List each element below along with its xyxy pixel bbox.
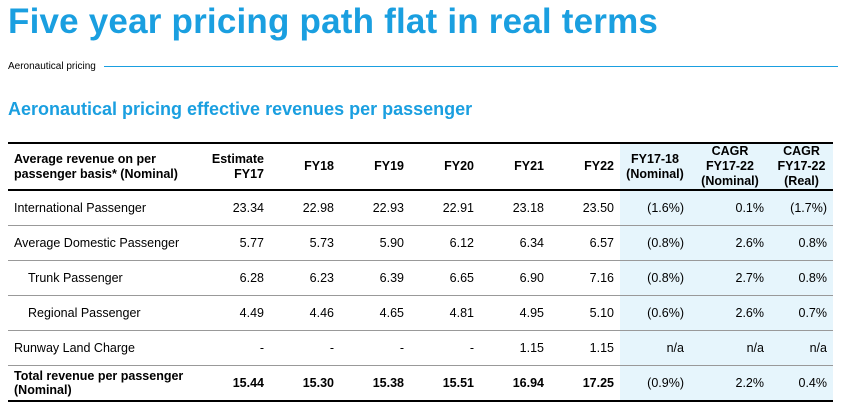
cell-fy17-18: (0.8%): [620, 260, 690, 296]
cell-fy20: 6.65: [410, 260, 480, 296]
cell-fy19: 4.65: [340, 295, 410, 331]
pricing-table: Average revenue on per passenger basis* …: [8, 142, 833, 402]
column-header-metric: Average revenue on per passenger basis* …: [8, 142, 198, 191]
cell-cagr-nominal: n/a: [690, 330, 770, 366]
cell-fy17: 6.28: [198, 260, 270, 296]
table-row-trunk: Trunk Passenger 6.28 6.23 6.39 6.65 6.90…: [8, 260, 833, 296]
table-row-regional: Regional Passenger 4.49 4.46 4.65 4.81 4…: [8, 295, 833, 331]
table-row-international: International Passenger 23.34 22.98 22.9…: [8, 190, 833, 226]
cell-cagr-real: 0.7%: [770, 295, 833, 331]
cell-fy20: 4.81: [410, 295, 480, 331]
cell-fy17: -: [198, 330, 270, 366]
cell-fy21: 23.18: [480, 190, 550, 226]
cell-fy17-18: (1.6%): [620, 190, 690, 226]
page-subtitle: Aeronautical pricing: [8, 60, 96, 72]
cell-cagr-nominal: 2.2%: [690, 365, 770, 402]
cell-fy21: 4.95: [480, 295, 550, 331]
subtitle-divider: [103, 65, 838, 67]
column-header-fy21: FY21: [480, 142, 550, 191]
cell-fy19: 5.90: [340, 225, 410, 261]
cell-fy19: 22.93: [340, 190, 410, 226]
cell-fy19: 6.39: [340, 260, 410, 296]
cell-cagr-real: (1.7%): [770, 190, 833, 226]
cell-fy22: 17.25: [550, 365, 620, 402]
cell-fy22: 23.50: [550, 190, 620, 226]
column-header-fy17-18: FY17-18 (Nominal): [620, 142, 690, 191]
cell-fy18: 6.23: [270, 260, 340, 296]
cell-cagr-real: 0.4%: [770, 365, 833, 402]
cell-fy20: -: [410, 330, 480, 366]
cell-fy17: 4.49: [198, 295, 270, 331]
cell-cagr-nominal: 2.6%: [690, 295, 770, 331]
cell-fy21: 6.90: [480, 260, 550, 296]
cell-fy22: 6.57: [550, 225, 620, 261]
cell-fy17-18: (0.9%): [620, 365, 690, 402]
row-label: Regional Passenger: [8, 295, 198, 331]
cell-fy17: 5.77: [198, 225, 270, 261]
cell-cagr-nominal: 0.1%: [690, 190, 770, 226]
cell-fy21: 16.94: [480, 365, 550, 402]
column-header-fy17: Estimate FY17: [198, 142, 270, 191]
row-label: International Passenger: [8, 190, 198, 226]
column-header-fy22: FY22: [550, 142, 620, 191]
cell-fy22: 5.10: [550, 295, 620, 331]
page-title: Five year pricing path flat in real term…: [8, 2, 659, 41]
table-row-runway: Runway Land Charge - - - - 1.15 1.15 n/a…: [8, 330, 833, 366]
table-row-average-domestic: Average Domestic Passenger 5.77 5.73 5.9…: [8, 225, 833, 261]
cell-fy20: 6.12: [410, 225, 480, 261]
column-header-cagr-real: CAGR FY17-22 (Real): [770, 142, 833, 191]
cell-fy20: 22.91: [410, 190, 480, 226]
cell-fy18: 5.73: [270, 225, 340, 261]
table-row-total: Total revenue per passenger (Nominal) 15…: [8, 365, 833, 402]
cell-cagr-real: n/a: [770, 330, 833, 366]
cell-fy19: -: [340, 330, 410, 366]
row-label: Runway Land Charge: [8, 330, 198, 366]
cell-cagr-real: 0.8%: [770, 260, 833, 296]
cell-fy18: 22.98: [270, 190, 340, 226]
column-header-fy20: FY20: [410, 142, 480, 191]
column-header-fy18: FY18: [270, 142, 340, 191]
section-title: Aeronautical pricing effective revenues …: [8, 99, 473, 119]
cell-fy17-18: n/a: [620, 330, 690, 366]
cell-fy17: 23.34: [198, 190, 270, 226]
column-header-cagr-nominal: CAGR FY17-22 (Nominal): [690, 142, 770, 191]
column-header-fy19: FY19: [340, 142, 410, 191]
row-label: Average Domestic Passenger: [8, 225, 198, 261]
cell-fy18: 15.30: [270, 365, 340, 402]
cell-cagr-nominal: 2.6%: [690, 225, 770, 261]
cell-cagr-real: 0.8%: [770, 225, 833, 261]
cell-fy20: 15.51: [410, 365, 480, 402]
cell-fy22: 1.15: [550, 330, 620, 366]
row-label: Trunk Passenger: [8, 260, 198, 296]
cell-fy17-18: (0.8%): [620, 225, 690, 261]
cell-fy17: 15.44: [198, 365, 270, 402]
cell-fy17-18: (0.6%): [620, 295, 690, 331]
row-label: Total revenue per passenger (Nominal): [8, 365, 198, 402]
cell-fy21: 1.15: [480, 330, 550, 366]
subtitle-row: Aeronautical pricing: [8, 58, 838, 74]
cell-cagr-nominal: 2.7%: [690, 260, 770, 296]
cell-fy21: 6.34: [480, 225, 550, 261]
cell-fy22: 7.16: [550, 260, 620, 296]
cell-fy18: 4.46: [270, 295, 340, 331]
header-row: Average revenue on per passenger basis* …: [8, 142, 833, 191]
cell-fy18: -: [270, 330, 340, 366]
cell-fy19: 15.38: [340, 365, 410, 402]
